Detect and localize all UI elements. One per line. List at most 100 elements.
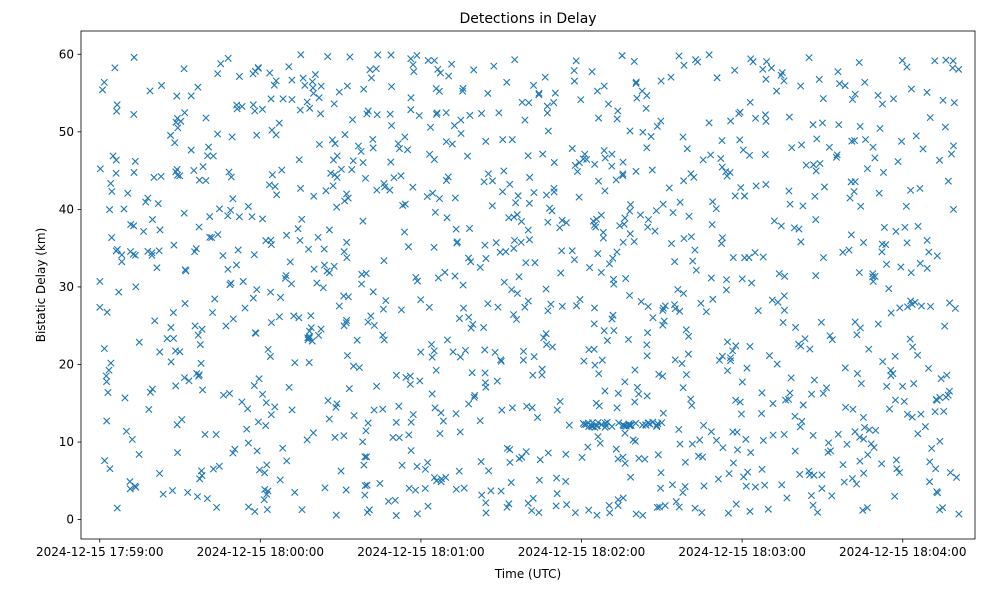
data-point [949,205,958,214]
data-point [430,474,439,482]
x-tick-label: 2024-12-15 18:01:00 [357,545,484,559]
data-point [491,348,499,357]
data-point [521,303,529,311]
data-point [291,359,299,367]
data-point [944,177,952,185]
data-point [412,273,420,282]
data-point [118,251,126,259]
data-point [415,112,423,120]
data-point [253,131,261,139]
data-point [195,371,203,379]
data-point [387,158,395,166]
data-point [379,331,387,339]
data-point [591,160,599,168]
data-point [769,400,777,408]
data-point [306,104,314,112]
data-point [524,152,532,160]
data-point [283,457,291,465]
data-point [746,507,754,515]
data-point [395,434,403,442]
data-point [705,51,713,59]
data-point [713,74,721,82]
data-point [853,331,861,339]
data-point [180,209,188,217]
data-point [615,419,623,427]
data-point [575,193,583,201]
data-point [523,402,531,410]
data-point [481,346,489,354]
data-point [172,168,180,176]
data-point [343,82,351,90]
data-point [139,227,148,235]
data-point [568,247,576,255]
data-point [709,295,717,303]
data-point [266,352,274,361]
data-point [656,484,665,492]
data-point [434,65,442,73]
data-point [747,448,755,457]
data-point [294,225,302,233]
data-point [130,53,138,61]
data-point [270,81,278,89]
data-point [267,240,275,249]
data-point [457,116,465,124]
data-point [914,222,922,230]
data-point [779,318,787,326]
data-point [333,203,341,211]
data-point [538,371,546,379]
data-point [824,439,833,447]
data-point [940,407,948,416]
data-point [263,461,271,469]
data-point [213,503,221,512]
data-point [279,95,287,103]
data-point [529,371,537,379]
data-point [437,478,445,486]
data-point [503,78,511,86]
data-point [346,53,354,61]
data-point [898,56,906,65]
data-point [500,278,508,286]
data-point [871,154,879,162]
data-point [112,169,120,177]
data-point [148,249,156,257]
data-point [726,357,735,365]
data-point [435,194,444,203]
data-point [295,314,303,322]
data-point [712,205,720,213]
data-point [807,491,816,500]
data-point [791,447,799,455]
data-point [851,178,859,186]
data-point [214,130,222,138]
data-point [342,190,351,198]
data-point [809,431,817,440]
data-point [845,246,853,254]
data-point [101,457,109,465]
data-point [130,110,138,119]
data-point [428,353,436,361]
data-point [341,131,349,139]
data-point [885,405,894,413]
data-point [928,444,936,453]
data-point [222,322,230,330]
data-point [681,458,689,466]
data-point [571,161,579,170]
data-point [317,325,325,333]
data-point [266,69,274,77]
data-point [407,55,415,63]
data-point [843,440,851,448]
data-point [639,511,647,519]
y-axis: 0 10 20 30 40 50 60 [59,47,81,527]
data-point [718,352,727,360]
data-point [859,413,867,422]
data-point [367,312,375,320]
data-point [864,451,872,459]
data-point [740,192,749,200]
data-point [105,206,114,214]
data-point [661,302,669,310]
data-point [883,382,891,391]
data-point [181,299,189,308]
data-point [737,183,745,192]
data-point [282,271,290,280]
data-point [121,394,129,402]
data-point [588,422,597,431]
